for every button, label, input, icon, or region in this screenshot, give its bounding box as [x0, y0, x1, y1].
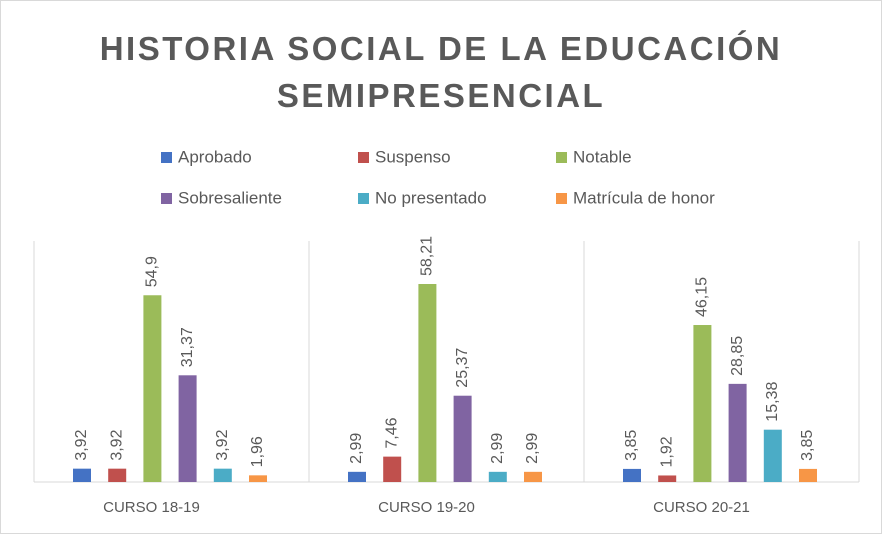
x-tick-label: CURSO 20-21	[653, 499, 750, 516]
data-label: 31,37	[179, 327, 196, 367]
bar	[524, 471, 542, 482]
data-label: 1,96	[249, 436, 266, 467]
data-label: 58,21	[419, 236, 436, 276]
data-label: 25,37	[454, 348, 471, 388]
data-label: 46,15	[694, 277, 711, 317]
bar	[249, 475, 267, 482]
bar	[418, 284, 437, 482]
x-tick-label: CURSO 19-20	[378, 499, 475, 516]
data-label: 15,38	[764, 382, 781, 422]
legend-label: Aprobado	[178, 147, 252, 166]
legend-label: Sobresaliente	[178, 188, 282, 207]
legend-swatch	[161, 152, 172, 163]
data-label: 28,85	[729, 336, 746, 376]
bar	[178, 375, 197, 482]
bar	[658, 475, 677, 482]
bar	[213, 468, 232, 482]
bar	[348, 471, 366, 482]
data-label: 3,85	[623, 430, 640, 461]
data-label: 3,92	[73, 429, 90, 460]
legend-label: Matrícula de honor	[573, 188, 715, 207]
data-label: 3,92	[108, 429, 125, 460]
legend-swatch	[556, 152, 567, 163]
bar	[108, 468, 127, 482]
bar	[453, 395, 472, 482]
legend-swatch	[556, 193, 567, 204]
data-label: 2,99	[524, 433, 541, 464]
bar	[143, 295, 162, 482]
bar	[693, 325, 712, 482]
data-label: 54,9	[144, 256, 161, 287]
x-tick-label: CURSO 18-19	[103, 499, 200, 516]
data-label: 3,92	[214, 429, 231, 460]
data-label: 7,46	[383, 417, 400, 448]
bar	[488, 471, 507, 482]
legend-swatch	[161, 193, 172, 204]
legend-label: No presentado	[375, 188, 487, 207]
legend-swatch	[358, 193, 369, 204]
legend-label: Suspenso	[375, 147, 451, 166]
bar	[728, 383, 747, 482]
data-label: 2,99	[348, 433, 365, 464]
bar	[623, 468, 641, 482]
chart-title: HISTORIA SOCIAL DE LA EDUCACIÓN SEMIPRES…	[99, 30, 783, 114]
data-label: 2,99	[489, 433, 506, 464]
data-label: 3,85	[799, 430, 816, 461]
legend-label: Notable	[573, 147, 632, 166]
bar	[383, 456, 402, 482]
bar	[73, 468, 91, 482]
bar	[799, 468, 817, 482]
data-label: 1,92	[658, 436, 675, 467]
bar	[763, 429, 782, 482]
legend-swatch	[358, 152, 369, 163]
